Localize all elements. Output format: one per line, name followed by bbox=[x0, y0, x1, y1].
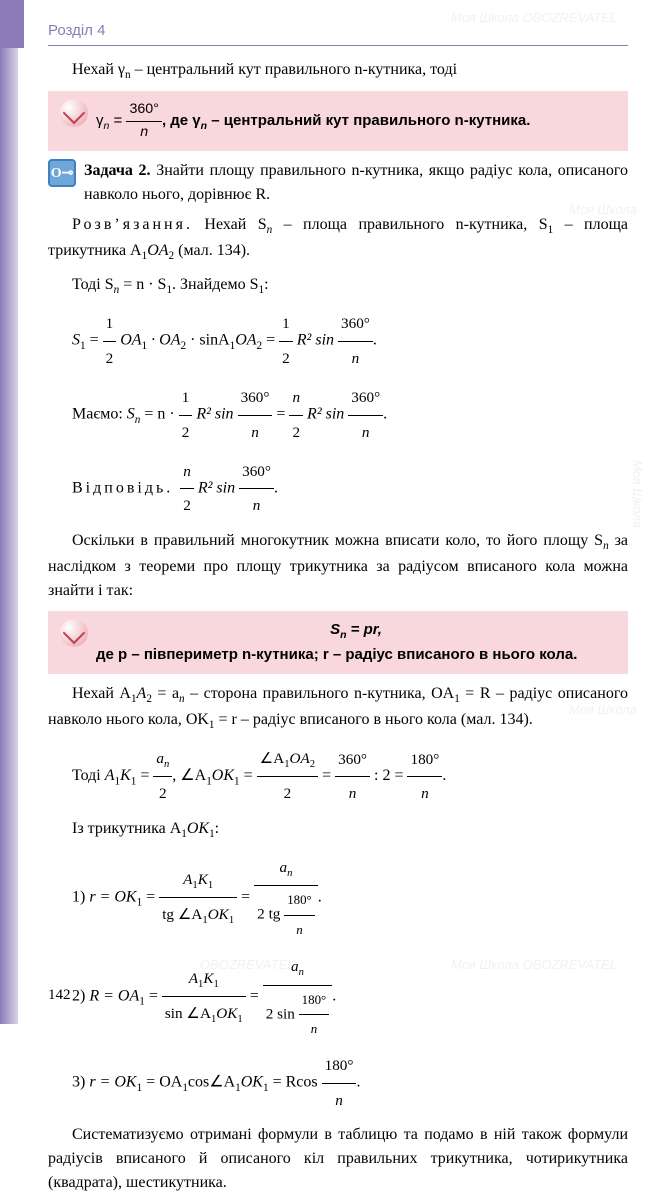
formula-area: Sn = pr, де p – півпериметр n-кутника; r… bbox=[96, 619, 616, 666]
watermark-r2: Моя Школа bbox=[628, 460, 648, 528]
task-2-row: O⊸ Задача 2. Знайти площу правильного n-… bbox=[48, 159, 628, 207]
formula-gamma: γn = 360°n, де γn – центральний кут прав… bbox=[96, 99, 616, 143]
equation-r-cos: 3) r = OK1 = OA1cos∠A1OK1 = Rcos 180°n. bbox=[72, 1049, 628, 1117]
last-paragraph: Систематизуємо отримані формули в таблиц… bbox=[48, 1123, 628, 1195]
middle-paragraph: Оскільки в правильний многокутник можна … bbox=[48, 529, 628, 603]
solution-p1: Розв’язання. Нехай Sn – площа правильног… bbox=[48, 213, 628, 265]
side-tab bbox=[0, 0, 24, 48]
highlight-box-1: γn = 360°n, де γn – центральний кут прав… bbox=[48, 91, 628, 151]
intro-paragraph: Нехай γn – центральний кут правильного n… bbox=[48, 58, 628, 84]
equation-angle: Тоді A1K1 = an2, ∠A1OK1 = ∠A1OA22 = 360°… bbox=[72, 742, 628, 811]
equation-sn: Маємо: Sn = n · 12 R² sin 360°n = n2 R² … bbox=[72, 381, 628, 449]
solution-p2: Тоді Sn = n · S1. Знайдемо S1: bbox=[48, 273, 628, 299]
triangle-label: Із трикутника A1OK1: bbox=[48, 817, 628, 843]
page-content: Розділ 4 Нехай γn – центральний кут прав… bbox=[48, 20, 628, 1203]
answer-line: Відповідь. n2 R² sin 360°n. bbox=[72, 455, 628, 523]
equation-big-r: 2) R = OA1 = A1K1sin ∠A1OK1 = an2 sin 18… bbox=[72, 950, 628, 1043]
side-gradient-bar bbox=[0, 0, 18, 1024]
key-icon: O⊸ bbox=[48, 159, 76, 187]
para-3: Нехай A1A2 = an – сторона правильного n-… bbox=[48, 682, 628, 734]
pen-icon-2 bbox=[60, 619, 88, 647]
task-2-text: Задача 2. Знайти площу правильного n-кут… bbox=[84, 159, 628, 207]
highlight-box-2: Sn = pr, де p – півпериметр n-кутника; r… bbox=[48, 611, 628, 674]
equation-s1: S1 = 12 OA1 · OA2 · sinA1OA2 = 12 R² sin… bbox=[72, 307, 628, 375]
page-number: 142 bbox=[48, 984, 71, 1007]
equation-r: 1) r = OK1 = A1K1tg ∠A1OK1 = an2 tg 180°… bbox=[72, 851, 628, 944]
section-header: Розділ 4 bbox=[48, 20, 628, 46]
pen-icon bbox=[60, 99, 88, 127]
